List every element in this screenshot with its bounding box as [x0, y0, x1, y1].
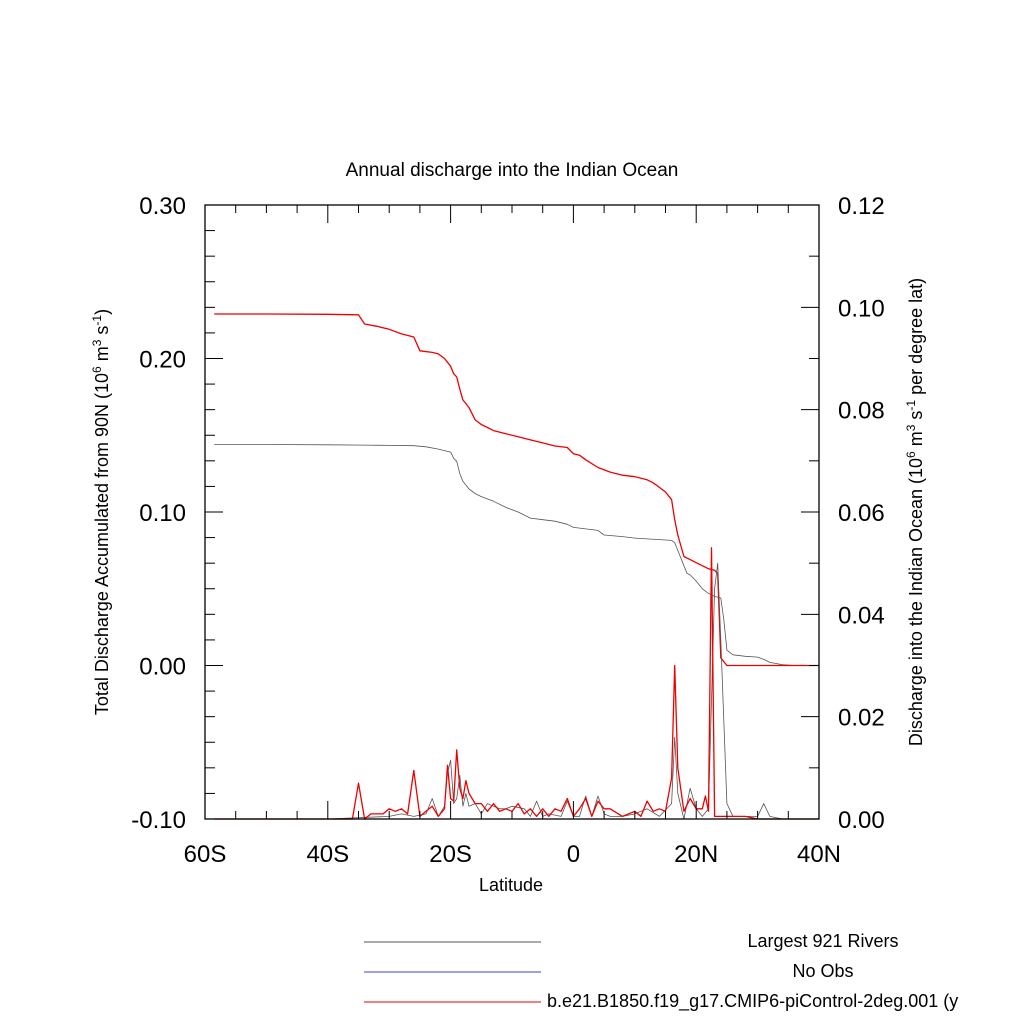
- ticks-layer: 60S 40S 20S 0 20N 40N -0.10 0.00 0.10 0.20 0.30 0.0…: [131, 193, 884, 868]
- axis-title-superscript: 3: [904, 424, 918, 431]
- series-line-piControl-right: [214, 547, 819, 820]
- legend-label: No Obs: [792, 961, 853, 981]
- right-y-tick-label: 0.12: [838, 193, 885, 220]
- left-y-tick-label: 0.10: [139, 500, 186, 527]
- axis-title-part: m: [906, 431, 926, 451]
- right-y-tick-label: 0.04: [838, 602, 885, 629]
- x-tick-label: 20N: [674, 841, 718, 868]
- right-y-tick-label: 0.00: [838, 807, 885, 834]
- right-y-tick-label: 0.10: [838, 295, 885, 322]
- axis-title-part: s: [906, 411, 926, 425]
- right-y-axis-title: Discharge into the Indian Ocean (106 m3 …: [904, 278, 926, 746]
- axis-title-part: Total Discharge Accumulated from 90N (10: [92, 373, 112, 715]
- axis-title-superscript: -1: [904, 400, 918, 411]
- x-tick-label: 60S: [184, 841, 227, 868]
- left-y-tick-label: 0.20: [139, 347, 186, 374]
- x-axis-title: Latitude: [479, 875, 543, 895]
- axis-title-part: s: [92, 326, 112, 340]
- series-line-piControl-left: [214, 313, 819, 667]
- left-y-tick-label: 0.00: [139, 654, 186, 681]
- axis-title-part: per degree lat): [906, 278, 926, 400]
- legend-label: b.e21.B1850.f19_g17.CMIP6-piControl-2deg…: [547, 991, 958, 1012]
- legend: Largest 921 Rivers No Obs b.e21.B1850.f19_…: [364, 931, 958, 1012]
- x-tick-label: 40S: [306, 841, 349, 868]
- right-y-tick-label: 0.02: [838, 705, 885, 732]
- axis-title-superscript: 3: [90, 339, 104, 346]
- right-y-tick-label: 0.06: [838, 500, 885, 527]
- axis-title-part: m: [92, 346, 112, 366]
- axis-title-superscript: 6: [90, 366, 104, 373]
- right-y-tick-label: 0.08: [838, 398, 885, 425]
- left-y-tick-label: 0.30: [139, 193, 186, 220]
- series-line-largest-921-rivers-right: [214, 562, 819, 820]
- x-tick-label: 40N: [797, 841, 841, 868]
- chart-title: Annual discharge into the Indian Ocean: [346, 160, 679, 181]
- series-layer: [214, 313, 819, 820]
- axis-title-superscript: 6: [904, 451, 918, 458]
- x-tick-label: 20S: [429, 841, 472, 868]
- series-line-largest-921-rivers-left: [214, 444, 819, 666]
- left-y-axis-title: Total Discharge Accumulated from 90N (10…: [90, 309, 112, 715]
- axis-title-part: Discharge into the Indian Ocean (10: [906, 458, 926, 746]
- axis-title-superscript: -1: [90, 315, 104, 326]
- left-y-tick-label: -0.10: [131, 807, 186, 834]
- x-tick-label: 0: [567, 841, 580, 868]
- plot-frame: [204, 204, 820, 820]
- axis-title-part: ): [92, 309, 112, 315]
- legend-label: Largest 921 Rivers: [747, 931, 898, 951]
